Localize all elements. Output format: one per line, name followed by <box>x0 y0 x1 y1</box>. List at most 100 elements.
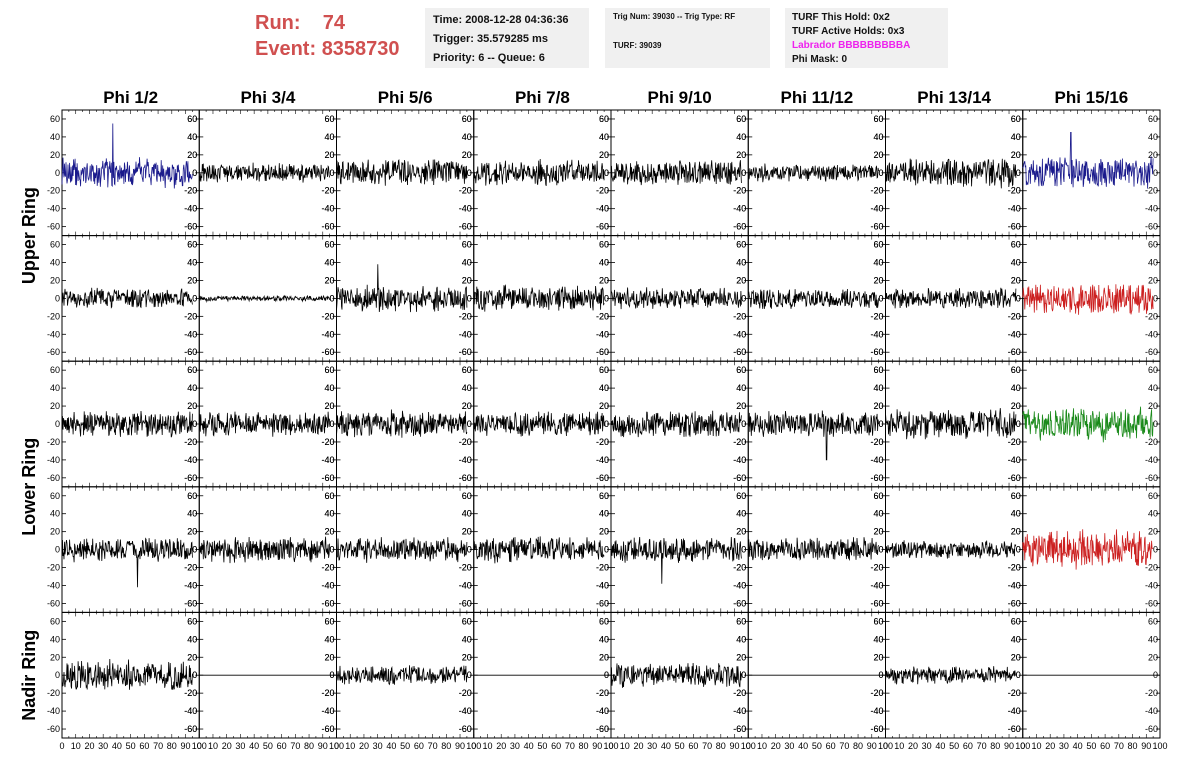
x-tick-label: 80 <box>1128 741 1138 751</box>
y-tick-label: -60 <box>184 473 197 483</box>
y-tick-label: 0 <box>741 293 746 303</box>
waveform-trace <box>1022 529 1154 570</box>
y-tick-label: 20 <box>50 401 60 411</box>
y-tick-label: 60 <box>873 114 883 124</box>
y-tick-label: -20 <box>321 437 334 447</box>
y-tick-label: 20 <box>187 652 197 662</box>
y-tick-label: 60 <box>736 365 746 375</box>
y-tick-label: -40 <box>596 204 609 214</box>
y-tick-label: -60 <box>870 473 883 483</box>
x-tick-label: 20 <box>1045 741 1055 751</box>
y-tick-label: 0 <box>467 168 472 178</box>
y-tick-label: -20 <box>184 563 197 573</box>
x-tick-label: 90 <box>730 741 740 751</box>
y-tick-label: -20 <box>596 186 609 196</box>
y-tick-label: 0 <box>1016 168 1021 178</box>
event-label: Event: <box>255 38 317 60</box>
x-tick-label: 70 <box>702 741 712 751</box>
y-tick-label: 20 <box>1011 652 1021 662</box>
y-tick-label: -20 <box>47 563 60 573</box>
y-tick-label: 0 <box>878 419 883 429</box>
y-tick-label: 60 <box>187 240 197 250</box>
waveform-trace <box>610 287 742 310</box>
y-tick-label: -60 <box>1008 473 1021 483</box>
y-tick-label: 20 <box>187 275 197 285</box>
y-tick-label: -60 <box>1008 598 1021 608</box>
x-tick-label: 30 <box>235 741 245 751</box>
y-tick-label: -60 <box>321 598 334 608</box>
y-tick-label: 20 <box>187 652 197 662</box>
waveform-trace <box>336 264 468 313</box>
x-tick-label: 10 <box>482 741 492 751</box>
y-tick-label: -20 <box>733 186 746 196</box>
y-tick-label: 60 <box>324 365 334 375</box>
y-tick-label: 20 <box>187 527 197 537</box>
x-tick-label: 90 <box>318 741 328 751</box>
waveform-trace <box>61 537 193 588</box>
y-tick-label: 60 <box>873 491 883 501</box>
y-tick-label: -40 <box>596 580 609 590</box>
x-tick-label: 60 <box>1100 741 1110 751</box>
x-tick-label: 30 <box>98 741 108 751</box>
x-tick-label: 100 <box>1015 741 1030 751</box>
y-tick-label: -40 <box>459 329 472 339</box>
y-tick-label: 60 <box>324 491 334 501</box>
x-tick-label: 10 <box>1031 741 1041 751</box>
y-tick-label: 60 <box>599 240 609 250</box>
y-tick-label: 0 <box>467 545 472 555</box>
waveform-trace <box>610 662 742 688</box>
y-tick-label: -40 <box>459 329 472 339</box>
y-tick-label: -60 <box>459 598 472 608</box>
y-tick-label: 40 <box>462 383 472 393</box>
y-tick-label: -60 <box>870 598 883 608</box>
y-tick-label: -60 <box>184 473 197 483</box>
y-tick-label: 40 <box>873 132 883 142</box>
y-tick-label: 0 <box>467 545 472 555</box>
y-tick-label: 0 <box>1016 293 1021 303</box>
turf-hold-text: TURF This Hold: 0x2 <box>792 12 890 23</box>
panel-frame <box>61 109 200 237</box>
y-tick-label: 0 <box>55 419 60 429</box>
y-tick-label: 20 <box>599 150 609 160</box>
y-tick-label: 40 <box>462 634 472 644</box>
y-tick-label: 0 <box>467 293 472 303</box>
waveform-trace <box>747 537 879 561</box>
y-tick-label: 0 <box>1153 168 1158 178</box>
x-tick-label: 40 <box>112 741 122 751</box>
x-tick-label: 60 <box>688 741 698 751</box>
y-tick-label: 60 <box>1011 114 1021 124</box>
y-tick-label: -40 <box>733 329 746 339</box>
y-tick-label: 60 <box>1011 240 1021 250</box>
y-tick-label: 0 <box>192 670 197 680</box>
waveform-trace <box>336 537 468 563</box>
labrador-text: Labrador BBBBBBBBBA <box>792 40 911 51</box>
y-tick-label: 60 <box>736 114 746 124</box>
y-tick-label: -40 <box>1145 329 1158 339</box>
x-tick-label: 40 <box>249 741 259 751</box>
panel-frame <box>1022 109 1161 237</box>
y-tick-label: 60 <box>873 114 883 124</box>
y-tick-label: -60 <box>47 473 60 483</box>
y-tick-label: -20 <box>733 688 746 698</box>
y-tick-label: 0 <box>604 419 609 429</box>
y-tick-label: 40 <box>599 132 609 142</box>
waveform-trace <box>885 158 1017 189</box>
trigger-text: Trigger: 35.579285 ms <box>433 33 548 45</box>
x-tick-label: 70 <box>977 741 987 751</box>
y-tick-label: 0 <box>1016 293 1021 303</box>
y-tick-label: 0 <box>604 545 609 555</box>
y-tick-label: -60 <box>1145 347 1158 357</box>
y-tick-label: 60 <box>736 114 746 124</box>
x-tick-label: 50 <box>400 741 410 751</box>
y-tick-label: -20 <box>733 437 746 447</box>
y-tick-label: 60 <box>873 365 883 375</box>
y-tick-label: 20 <box>462 652 472 662</box>
y-tick-label: 60 <box>736 365 746 375</box>
